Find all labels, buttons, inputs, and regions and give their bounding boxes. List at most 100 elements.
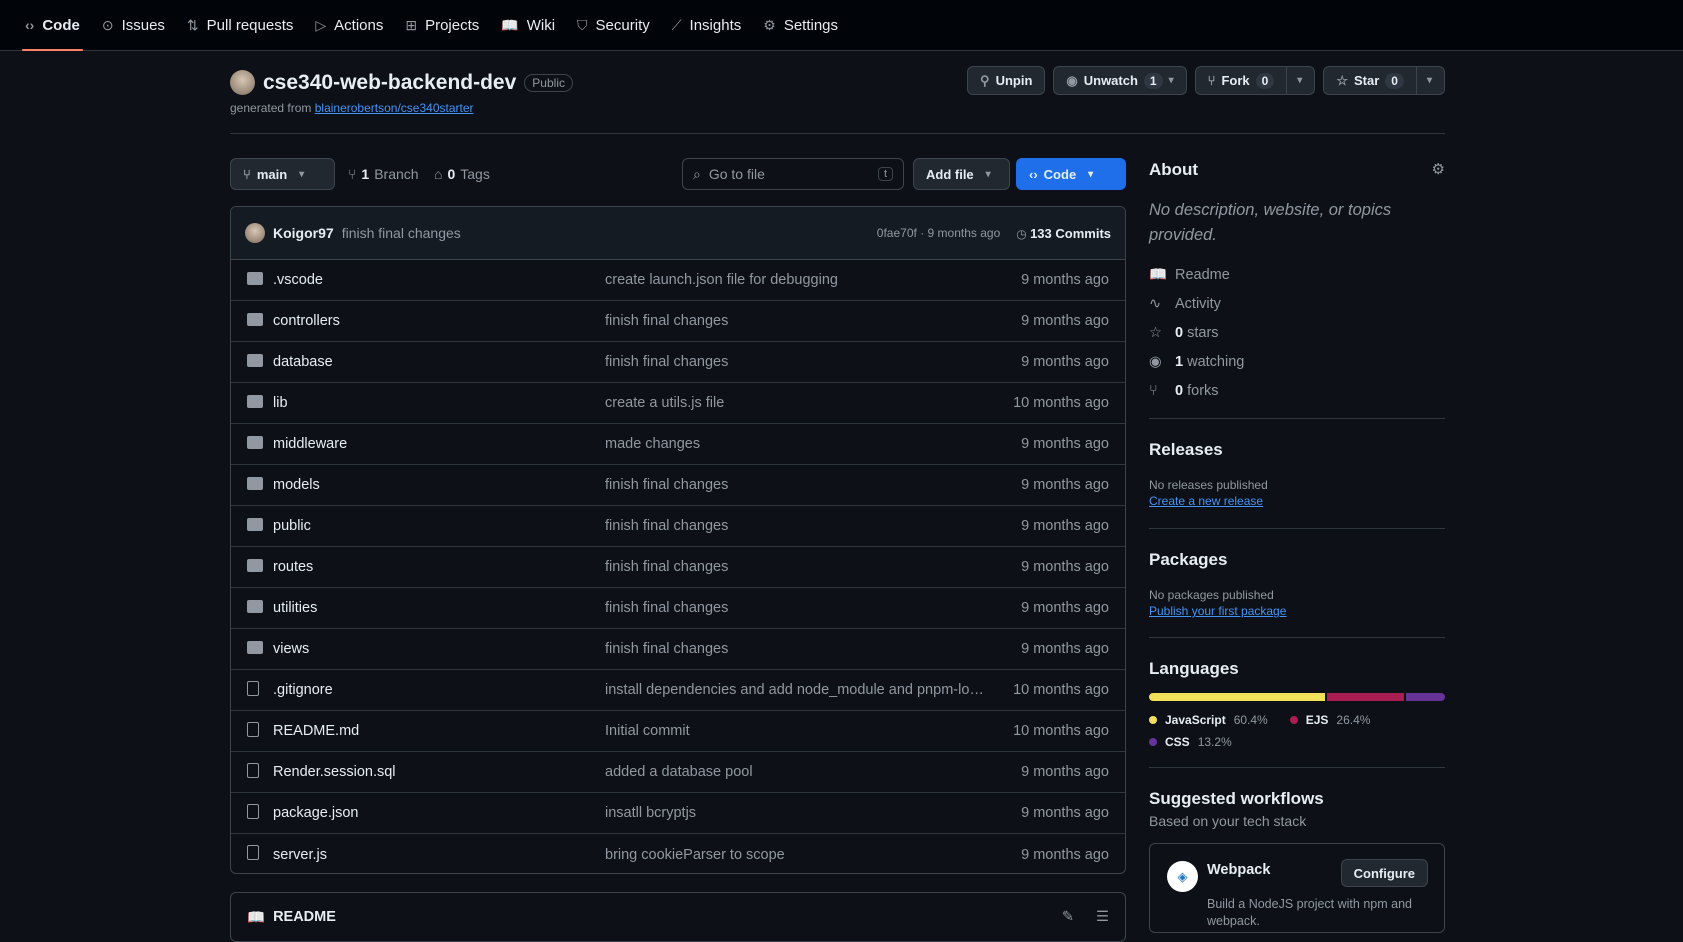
file-commit-message[interactable]: create launch.json file for debugging (605, 272, 838, 288)
tab-pull-requests[interactable]: ⇅ Pull requests (176, 0, 304, 51)
file-row[interactable]: lib create a utils.js file 10 months ago (231, 383, 1125, 424)
template-link[interactable]: blainerobertson/cse340starter (314, 101, 474, 115)
file-name[interactable]: utilities (273, 600, 318, 616)
file-name[interactable]: views (273, 641, 310, 657)
gear-icon[interactable]: ⚙ (1431, 161, 1445, 178)
tags-link[interactable]: ⌂ 0 Tags (434, 158, 490, 190)
file-name[interactable]: database (273, 354, 333, 370)
about-link-stars[interactable]: ☆ 0 stars (1149, 318, 1445, 347)
file-row[interactable]: controllers finish final changes 9 months … (231, 301, 1125, 342)
file-age: 9 months ago (1021, 846, 1109, 863)
file-row[interactable]: database finish final changes 9 months ago (231, 342, 1125, 383)
file-name[interactable]: models (273, 477, 320, 493)
file-name[interactable]: README.md (273, 723, 360, 739)
file-name[interactable]: routes (273, 559, 314, 575)
file-commit-message[interactable]: finish final changes (605, 313, 729, 329)
commit-avatar[interactable] (245, 223, 265, 243)
file-row[interactable]: utilities finish final changes 9 months ag… (231, 588, 1125, 629)
tab-settings[interactable]: ⚙ Settings (752, 0, 849, 51)
file-row[interactable]: middleware made changes 9 months ago (231, 424, 1125, 465)
branch-label: Branch (374, 166, 419, 182)
tab-projects[interactable]: ⊞ Projects (394, 0, 490, 51)
tab-actions[interactable]: ▷ Actions (304, 0, 394, 51)
commit-message[interactable]: finish final changes (341, 225, 461, 241)
file-row[interactable]: models finish final changes 9 months ago (231, 465, 1125, 506)
star-count: 0 (1385, 72, 1404, 89)
file-commit-message[interactable]: Initial commit (605, 723, 690, 739)
owner-avatar[interactable] (230, 70, 255, 95)
file-row[interactable]: public finish final changes 9 months ago (231, 506, 1125, 547)
commits-link[interactable]: ◷ 133 Commits (1016, 226, 1111, 241)
about-link-watching[interactable]: ◉ 1 watching (1149, 347, 1445, 376)
about-link-Activity[interactable]: ∿ Activity (1149, 289, 1445, 318)
unwatch-button[interactable]: ◉ Unwatch 1 ▾ (1053, 66, 1187, 95)
file-row[interactable]: .vscode create launch.json file for debug… (231, 260, 1125, 301)
file-name[interactable]: controllers (273, 313, 340, 329)
file-icon (247, 845, 259, 860)
file-name[interactable]: lib (273, 395, 288, 411)
file-commit-message[interactable]: bring cookieParser to scope (605, 846, 785, 863)
chevron-down-icon[interactable]: ▾ (1168, 75, 1174, 86)
file-name[interactable]: middleware (273, 436, 348, 452)
about-link-forks[interactable]: ⑂ 0 forks (1149, 376, 1445, 405)
create-release-link[interactable]: Create a new release (1149, 494, 1264, 508)
search-icon: ⌕ (693, 165, 701, 182)
file-commit-message[interactable]: finish final changes (605, 600, 729, 616)
unpin-button[interactable]: ⚲ Unpin (967, 66, 1046, 95)
file-commit-message[interactable]: finish final changes (605, 477, 729, 493)
repo-name[interactable]: cse340-web-backend-dev (263, 70, 517, 94)
file-row[interactable]: server.js bring cookieParser to scope 9 mo… (231, 834, 1125, 873)
packages-title[interactable]: Packages (1149, 550, 1228, 569)
file-name[interactable]: package.json (273, 805, 359, 821)
file-commit-message[interactable]: create a utils.js file (605, 395, 725, 411)
file-name[interactable]: Render.session.sql (273, 764, 396, 780)
file-commit-message[interactable]: made changes (605, 436, 701, 452)
star-button[interactable]: ☆ Star 0 ▾ (1323, 66, 1445, 95)
file-name[interactable]: .vscode (273, 272, 323, 288)
releases-title[interactable]: Releases (1149, 440, 1223, 459)
fork-dropdown[interactable]: ▾ (1286, 67, 1302, 94)
file-commit-message[interactable]: added a database pool (605, 764, 753, 780)
file-row[interactable]: .gitignore install dependencies and add n… (231, 670, 1125, 711)
file-name[interactable]: server.js (273, 846, 327, 863)
file-commit-message[interactable]: finish final changes (605, 559, 729, 575)
tab-insights[interactable]: ⟋ Insights (661, 0, 753, 51)
file-row[interactable]: routes finish final changes 9 months ago (231, 547, 1125, 588)
go-to-file-input[interactable]: ⌕ Go to file t (682, 158, 904, 190)
add-file-button[interactable]: Add file ▾ (913, 158, 1010, 190)
language-item[interactable]: JavaScript 60.4% (1149, 709, 1268, 731)
file-row[interactable]: views finish final changes 9 months ago (231, 629, 1125, 670)
language-percent: 60.4% (1233, 713, 1268, 727)
file-commit-message[interactable]: install dependencies and add node_module… (605, 682, 1013, 698)
code-button[interactable]: ‹› Code ▾ (1016, 158, 1126, 190)
commit-author[interactable]: Koigor97 (273, 225, 334, 241)
language-item[interactable]: EJS 26.4% (1289, 709, 1370, 731)
issue-icon: ⊙ (101, 16, 114, 33)
language-item[interactable]: CSS 13.2% (1149, 731, 1232, 753)
branches-link[interactable]: ⑂ 1 Branch (348, 158, 419, 190)
list-icon[interactable]: ☰ (1096, 909, 1109, 925)
file-name[interactable]: .gitignore (273, 682, 333, 698)
tab-issues[interactable]: ⊙ Issues (91, 0, 176, 51)
file-row[interactable]: package.json insatll bcryptjs 9 months ago (231, 793, 1125, 834)
file-name[interactable]: public (273, 518, 311, 534)
file-row[interactable]: Render.session.sql added a database pool 9… (231, 752, 1125, 793)
file-commit-message[interactable]: finish final changes (605, 641, 729, 657)
tab-security[interactable]: ⛉ Security (566, 0, 661, 51)
file-row[interactable]: README.md Initial commit 10 months ago (231, 711, 1125, 752)
tab-wiki[interactable]: 📖 Wiki (490, 0, 566, 51)
tab-code[interactable]: ‹› Code (14, 0, 91, 51)
file-commit-message[interactable]: finish final changes (605, 354, 729, 370)
about-link-Readme[interactable]: 📖 Readme (1149, 260, 1445, 289)
pencil-icon[interactable]: ✎ (1061, 909, 1074, 925)
configure-button[interactable]: Configure (1340, 859, 1428, 887)
file-toolbar: ⑂ main ▾ ⑂ 1 Branch ⌂ 0 Tags ⌕ Go to file t Add … (230, 158, 1126, 190)
publish-package-link[interactable]: Publish your first package (1149, 604, 1287, 618)
file-commit-message[interactable]: insatll bcryptjs (605, 805, 697, 821)
branch-count: 1 (361, 166, 370, 182)
star-dropdown[interactable]: ▾ (1415, 67, 1432, 94)
commit-hash[interactable]: 0fae70f (876, 226, 917, 240)
branch-selector[interactable]: ⑂ main ▾ (230, 158, 335, 190)
fork-button[interactable]: ⑂ Fork 0 ▾ (1194, 66, 1316, 95)
file-commit-message[interactable]: finish final changes (605, 518, 729, 534)
